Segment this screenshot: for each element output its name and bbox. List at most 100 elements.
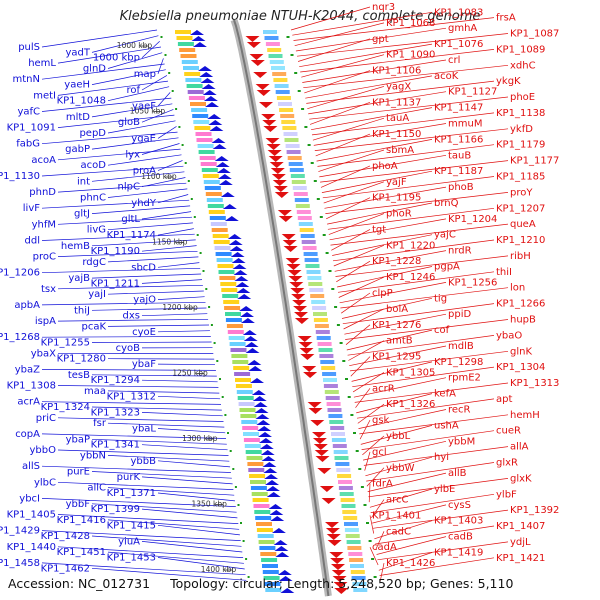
label-connector: [141, 279, 203, 284]
forward-gene-arrow: [263, 468, 278, 473]
gene-label: sbcD: [131, 262, 156, 273]
label-connector: [337, 271, 495, 293]
label-connector: [307, 86, 385, 110]
label-connector: [334, 250, 447, 272]
forward-gene-arrow: [245, 348, 260, 353]
forward-gene-arrow: [222, 204, 237, 209]
cog-feature-block: [195, 132, 212, 136]
cog-feature-block: [322, 372, 337, 376]
cog-feature-block: [228, 336, 245, 340]
label-connector: [157, 460, 231, 468]
gene-label: KP1_1087: [510, 29, 559, 40]
label-connector: [309, 101, 371, 125]
map-footer: Accession: NC_012731 Topology: circular;…: [8, 576, 529, 591]
cog-feature-block: [340, 498, 355, 502]
gene-label: KP1_1090: [386, 50, 435, 61]
cog-feature-block: [303, 252, 318, 256]
label-connector: [107, 324, 210, 327]
gene-label: KP1_1276: [372, 320, 421, 331]
cog-feature-block: [352, 582, 367, 586]
cog-feature-block: [269, 60, 284, 64]
gene-label: KP1_1220: [386, 240, 435, 251]
gene-label: fdrA: [372, 479, 393, 490]
forward-gene-arrow: [237, 294, 252, 299]
gene-label: yaeH: [64, 80, 90, 91]
forward-gene-arrow: [254, 408, 269, 413]
forward-gene-arrow: [258, 432, 272, 437]
reverse-gene-arrow: [278, 216, 293, 222]
marker-dot: [227, 432, 229, 434]
marker-dot: [175, 108, 178, 110]
reverse-gene-arrow: [253, 72, 268, 78]
reverse-gene-arrow: [283, 246, 298, 252]
gene-label: ybbF: [66, 499, 91, 510]
reverse-gene-arrow: [294, 318, 309, 324]
cog-feature-block: [288, 162, 303, 166]
gene-label: KP1_1068: [386, 18, 435, 29]
label-connector: [41, 498, 236, 507]
label-connector: [369, 547, 379, 566]
gene-label: ykgK: [496, 76, 521, 87]
reverse-gene-arrow: [310, 420, 325, 426]
forward-gene-arrow: [251, 390, 266, 395]
gene-label: purE: [67, 467, 90, 478]
forward-gene-arrow: [250, 378, 264, 383]
gene-label: ybbN: [80, 450, 106, 461]
marker-dot: [224, 414, 227, 416]
cog-feature-block: [276, 96, 291, 100]
reverse-gene-arrow: [319, 486, 334, 492]
label-connector: [41, 530, 241, 541]
gene-label: arcC: [386, 495, 409, 506]
label-connector: [107, 390, 220, 394]
forward-gene-arrow: [215, 162, 230, 167]
cog-feature-block: [243, 438, 260, 442]
label-connector: [41, 401, 222, 405]
reverse-gene-arrow: [334, 588, 349, 594]
label-connector: [330, 223, 509, 246]
reverse-gene-arrow: [250, 60, 265, 66]
label-connector: [368, 478, 509, 498]
gene-label: mltD: [66, 112, 90, 123]
reverse-gene-arrow: [308, 408, 323, 414]
label-connector: [41, 369, 216, 371]
gene-label: hemL: [28, 58, 56, 69]
cog-feature-block: [194, 126, 211, 130]
cog-feature-block: [286, 150, 301, 154]
gene-label: yajB: [68, 273, 90, 284]
gene-label: pepD: [79, 128, 106, 139]
label-connector: [91, 171, 185, 182]
gene-label: KP1_1308: [7, 381, 56, 392]
gene-label: KP1_1401: [372, 510, 421, 521]
cog-feature-block: [283, 132, 298, 136]
label-connector: [341, 297, 433, 319]
gene-label: ybbL: [386, 431, 411, 442]
label-connector: [313, 123, 447, 146]
reverse-gene-arrow: [281, 234, 296, 240]
cog-feature-block: [333, 450, 348, 454]
forward-gene-arrow: [253, 402, 268, 407]
cog-feature-block: [328, 414, 343, 418]
cog-feature-block: [209, 216, 226, 220]
cog-feature-block: [179, 48, 196, 52]
label-connector: [157, 92, 171, 107]
label-connector: [107, 52, 163, 69]
forward-gene-arrow: [248, 366, 263, 371]
gene-label: ybbW: [386, 463, 415, 474]
cog-feature-block: [264, 36, 279, 40]
cog-feature-block: [203, 180, 220, 184]
label-connector: [336, 260, 371, 283]
gene-label: cysS: [448, 500, 471, 511]
cog-feature-block: [298, 222, 313, 226]
label-connector: [368, 483, 371, 503]
cog-feature-block: [226, 324, 243, 328]
gene-label: KP1_1266: [496, 299, 545, 310]
label-connector: [366, 462, 495, 482]
cog-feature-block: [296, 210, 311, 214]
gene-label: KP1_1089: [496, 44, 545, 55]
cog-feature-block: [184, 72, 201, 76]
gene-label: KP1_1458: [0, 558, 40, 569]
cog-feature-block: [193, 120, 210, 124]
cog-feature-block: [197, 144, 214, 148]
label-connector: [299, 43, 433, 68]
